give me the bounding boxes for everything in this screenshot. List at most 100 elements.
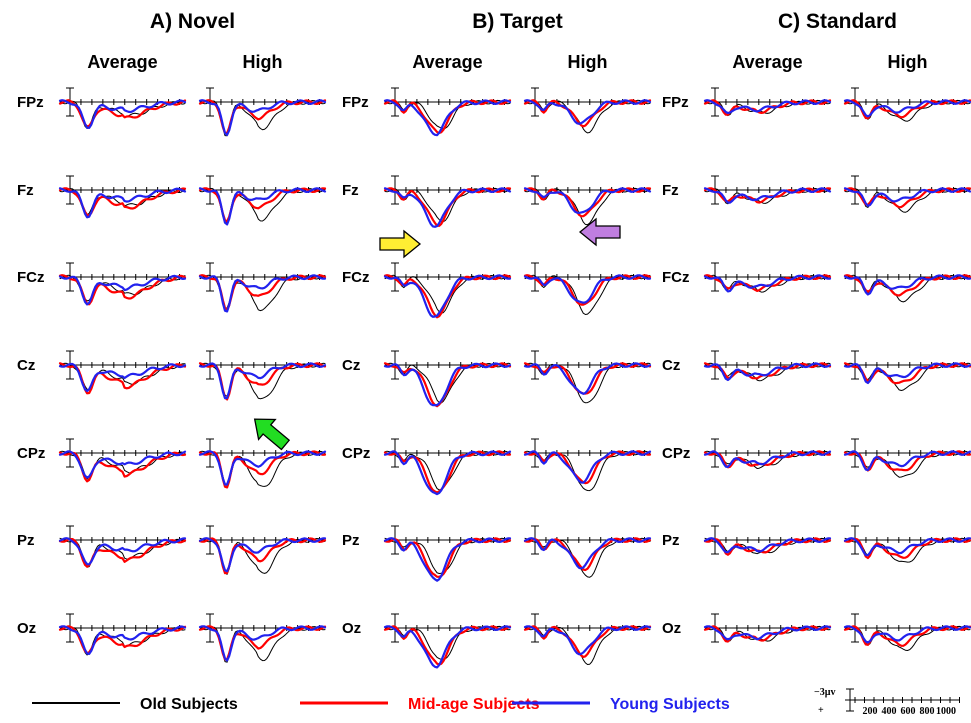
trace-young-subjects bbox=[383, 450, 512, 496]
erp-plot-novel-high-cpz bbox=[198, 438, 327, 489]
legend: Old Subjects Mid-age Subjects Young Subjec… bbox=[32, 696, 730, 713]
trace-young-subjects bbox=[523, 362, 652, 395]
trace-young-subjects bbox=[198, 362, 327, 400]
electrode-label-target-fcz: FCz bbox=[342, 269, 370, 286]
trace-young-subjects bbox=[843, 450, 971, 472]
trace-young-subjects bbox=[703, 537, 832, 554]
erp-plot-target-average-oz bbox=[383, 613, 512, 669]
trace-young-subjects bbox=[703, 362, 832, 382]
trace-young-subjects bbox=[58, 274, 187, 306]
trace-mid-age-subjects bbox=[198, 362, 327, 401]
trace-old-subjects bbox=[524, 187, 651, 226]
electrode-label-target-cpz: CPz bbox=[342, 445, 370, 462]
erp-plot-standard-high-fz bbox=[843, 175, 971, 213]
legend-label-young-subjects: Young Subjects bbox=[610, 696, 730, 713]
trace-mid-age-subjects bbox=[198, 537, 327, 575]
erp-plot-target-high-fpz bbox=[523, 87, 652, 134]
trace-old-subjects bbox=[59, 450, 186, 480]
electrode-label-novel-fz: Fz bbox=[17, 182, 34, 199]
trace-mid-age-subjects bbox=[383, 274, 512, 319]
panel-title-standard: C) Standard bbox=[778, 10, 897, 33]
scale-bar: −3µv + 200 400 600 800 1000 bbox=[814, 687, 960, 717]
trace-old-subjects bbox=[524, 99, 651, 134]
trace-young-subjects bbox=[58, 537, 187, 566]
erp-plot-standard-high-cz bbox=[843, 350, 971, 391]
electrode-label-novel-pz: Pz bbox=[17, 532, 35, 549]
panel-title-target: B) Target bbox=[472, 10, 563, 33]
trace-young-subjects bbox=[843, 99, 971, 118]
column-title-novel-average: Average bbox=[87, 52, 157, 72]
scale-tick-label: 600 bbox=[901, 706, 916, 717]
erp-plot-novel-high-pz bbox=[198, 525, 327, 575]
erp-plot-standard-average-pz bbox=[703, 525, 832, 556]
erp-plot-novel-average-fz bbox=[58, 175, 187, 219]
trace-young-subjects bbox=[383, 625, 512, 669]
column-title-standard-average: Average bbox=[732, 52, 802, 72]
trace-old-subjects bbox=[199, 450, 326, 487]
annotation-arrow-target-average-fz bbox=[379, 229, 422, 259]
trace-old-subjects bbox=[524, 274, 651, 315]
trace-young-subjects bbox=[843, 274, 971, 296]
electrode-label-target-pz: Pz bbox=[342, 532, 360, 549]
panel-title-novel: A) Novel bbox=[150, 10, 235, 33]
erp-plot-standard-high-cpz bbox=[843, 438, 971, 478]
erp-plot-standard-average-cz bbox=[703, 350, 832, 382]
erp-plot-novel-average-cpz bbox=[58, 438, 187, 483]
trace-young-subjects bbox=[198, 625, 327, 662]
plots-layer bbox=[58, 87, 971, 669]
trace-young-subjects bbox=[58, 362, 187, 393]
trace-young-subjects bbox=[523, 537, 652, 570]
trace-old-subjects bbox=[199, 274, 326, 312]
erp-plot-standard-average-fz bbox=[703, 175, 832, 205]
trace-young-subjects bbox=[843, 187, 971, 207]
trace-mid-age-subjects bbox=[383, 450, 512, 494]
erp-plot-target-average-cz bbox=[383, 350, 512, 408]
trace-young-subjects bbox=[383, 362, 512, 407]
arrow-shape bbox=[379, 229, 422, 259]
electrode-label-novel-cz: Cz bbox=[17, 357, 35, 374]
annotation-arrow-target-high-fz bbox=[578, 217, 621, 247]
erp-plot-standard-high-pz bbox=[843, 525, 971, 563]
legend-label-old-subjects: Old Subjects bbox=[140, 696, 238, 713]
erp-plot-target-high-cz bbox=[523, 350, 652, 404]
electrode-label-standard-cz: Cz bbox=[662, 357, 680, 374]
erp-plot-novel-average-cz bbox=[58, 350, 187, 395]
erp-plot-target-high-fcz bbox=[523, 262, 652, 315]
trace-young-subjects bbox=[703, 450, 832, 468]
erp-plot-standard-high-fcz bbox=[843, 262, 971, 303]
trace-old-subjects bbox=[384, 274, 511, 314]
erp-plot-standard-high-oz bbox=[843, 613, 971, 651]
trace-mid-age-subjects bbox=[198, 625, 327, 661]
trace-mid-age-subjects bbox=[198, 274, 327, 312]
erp-plot-target-average-fcz bbox=[383, 262, 512, 319]
trace-mid-age-subjects bbox=[523, 99, 652, 128]
trace-young-subjects bbox=[198, 187, 327, 226]
arrow-shape bbox=[253, 418, 291, 451]
erp-plot-target-high-pz bbox=[523, 525, 652, 578]
erp-plot-target-high-oz bbox=[523, 613, 652, 665]
trace-mid-age-subjects bbox=[843, 362, 971, 385]
legend-label-mid-age-subjects: Mid-age Subjects bbox=[408, 696, 540, 713]
electrode-label-target-fz: Fz bbox=[342, 182, 359, 199]
erp-plot-target-high-cpz bbox=[523, 438, 652, 492]
trace-mid-age-subjects bbox=[523, 274, 652, 306]
erp-plot-target-average-fz bbox=[383, 175, 512, 228]
trace-young-subjects bbox=[523, 187, 652, 214]
trace-mid-age-subjects bbox=[198, 99, 327, 135]
electrode-label-novel-cpz: CPz bbox=[17, 445, 45, 462]
column-title-target-average: Average bbox=[412, 52, 482, 72]
electrode-label-target-cz: Cz bbox=[342, 357, 360, 374]
column-title-standard-high: High bbox=[888, 52, 928, 72]
electrode-label-standard-fz: Fz bbox=[662, 182, 679, 199]
trace-young-subjects bbox=[703, 99, 832, 115]
erp-plot-novel-high-fz bbox=[198, 175, 327, 226]
electrode-label-target-fpz: FPz bbox=[342, 94, 369, 111]
scale-polarity-label: + bbox=[818, 705, 824, 716]
trace-young-subjects bbox=[58, 99, 187, 130]
erp-plot-novel-average-fcz bbox=[58, 262, 187, 306]
arrow-shape bbox=[578, 217, 621, 247]
electrode-label-novel-fcz: FCz bbox=[17, 269, 45, 286]
trace-old-subjects bbox=[199, 537, 326, 575]
electrode-label-standard-pz: Pz bbox=[662, 532, 680, 549]
